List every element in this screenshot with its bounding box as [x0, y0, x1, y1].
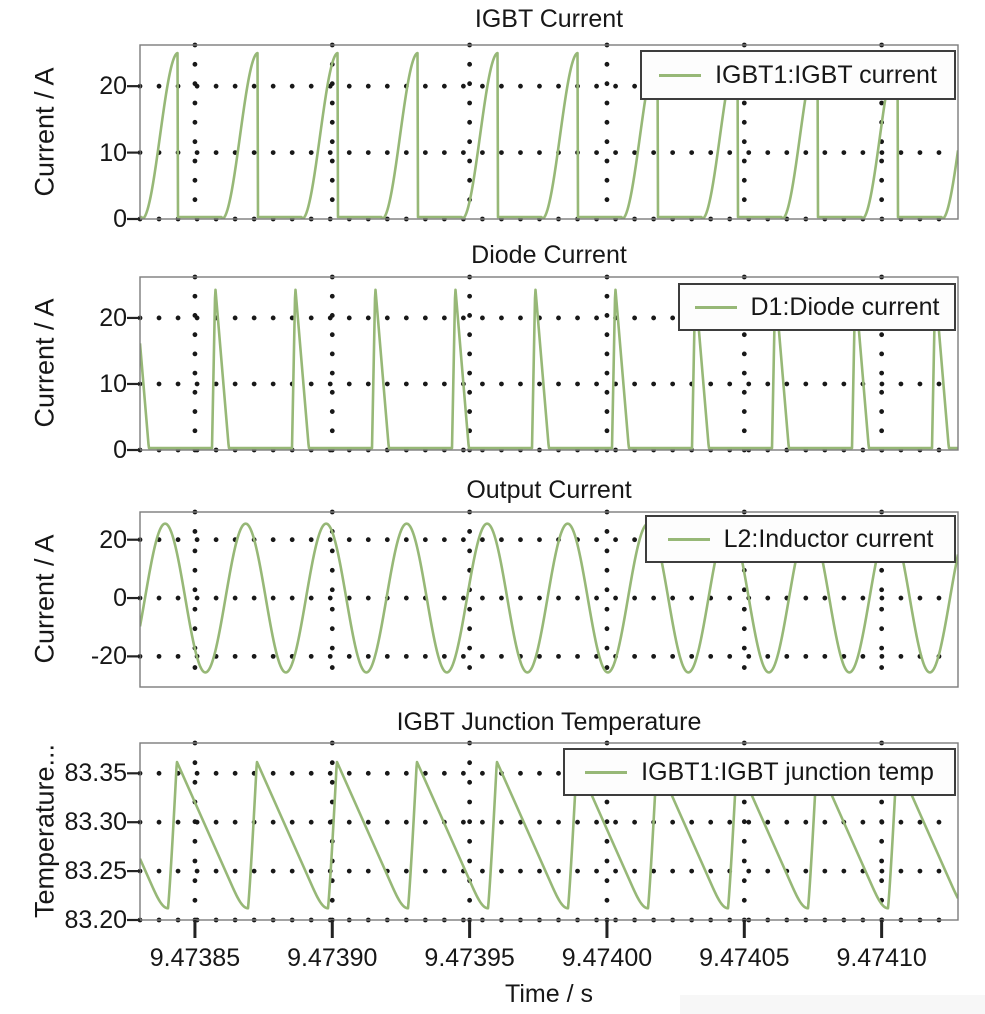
chart-diode-current: [127, 274, 961, 453]
legend-label: IGBT1:IGBT current: [715, 60, 937, 89]
y-tick-label: 0: [113, 584, 127, 613]
legend-label: IGBT1:IGBT junction temp: [641, 757, 934, 786]
legend-label: D1:Diode current: [750, 292, 940, 321]
trace-igbt-current: [140, 51, 958, 219]
legend-line-sample-icon: [694, 305, 737, 309]
y-tick-label: 83.30: [64, 808, 127, 837]
plot-frame: [139, 742, 959, 921]
plot-frame: [139, 276, 959, 451]
y-tick-label: 0: [113, 205, 127, 233]
y-tick-label: -20: [90, 642, 127, 671]
chart-title-igbt-junction-temperature: IGBT Junction Temperature: [396, 708, 702, 736]
chart-title-output-current: Output Current: [466, 476, 632, 504]
legend-line-sample-icon: [667, 537, 710, 541]
y-tick-label: 10: [99, 369, 127, 398]
legend-inductor-current: L2:Inductor current: [645, 515, 956, 563]
legend-igbt-current: IGBT1:IGBT current: [640, 50, 956, 100]
plot-frame: [139, 511, 959, 688]
y-tick-label: 83.20: [64, 906, 127, 934]
legend-diode-current: D1:Diode current: [678, 283, 956, 331]
legend-label: L2:Inductor current: [723, 524, 934, 553]
legend-line-sample-icon: [585, 770, 628, 774]
y-tick-label: 0: [113, 436, 127, 464]
x-tick-label: 9.47405: [699, 944, 790, 972]
x-tick-label: 9.47395: [424, 944, 515, 972]
x-tick-label: 9.47400: [561, 944, 653, 972]
x-tick-label: 9.47390: [287, 944, 378, 972]
legend-line-sample-icon: [659, 73, 702, 77]
x-axis-label: Time / s: [505, 980, 593, 1008]
legend-igbt-junction-temp: IGBT1:IGBT junction temp: [563, 748, 956, 796]
watermark-strip: [680, 995, 985, 1014]
y-tick-label: 20: [99, 525, 127, 554]
y-tick-label: 20: [99, 303, 127, 332]
chart-title-diode-current: Diode Current: [471, 241, 627, 269]
chart-igbt-current: [127, 42, 961, 222]
chart-title-igbt-current: IGBT Current: [474, 5, 624, 33]
x-tick-label: 9.47385: [149, 944, 241, 972]
plot-frame: [139, 44, 959, 220]
x-tick-label: 9.47410: [836, 944, 927, 972]
y-tick-label: 83.25: [64, 857, 127, 886]
y-tick-label: 10: [99, 138, 127, 167]
y-tick-label: 83.35: [64, 759, 127, 788]
trace-diode-current: [140, 288, 958, 450]
y-tick-label: 20: [99, 72, 127, 101]
